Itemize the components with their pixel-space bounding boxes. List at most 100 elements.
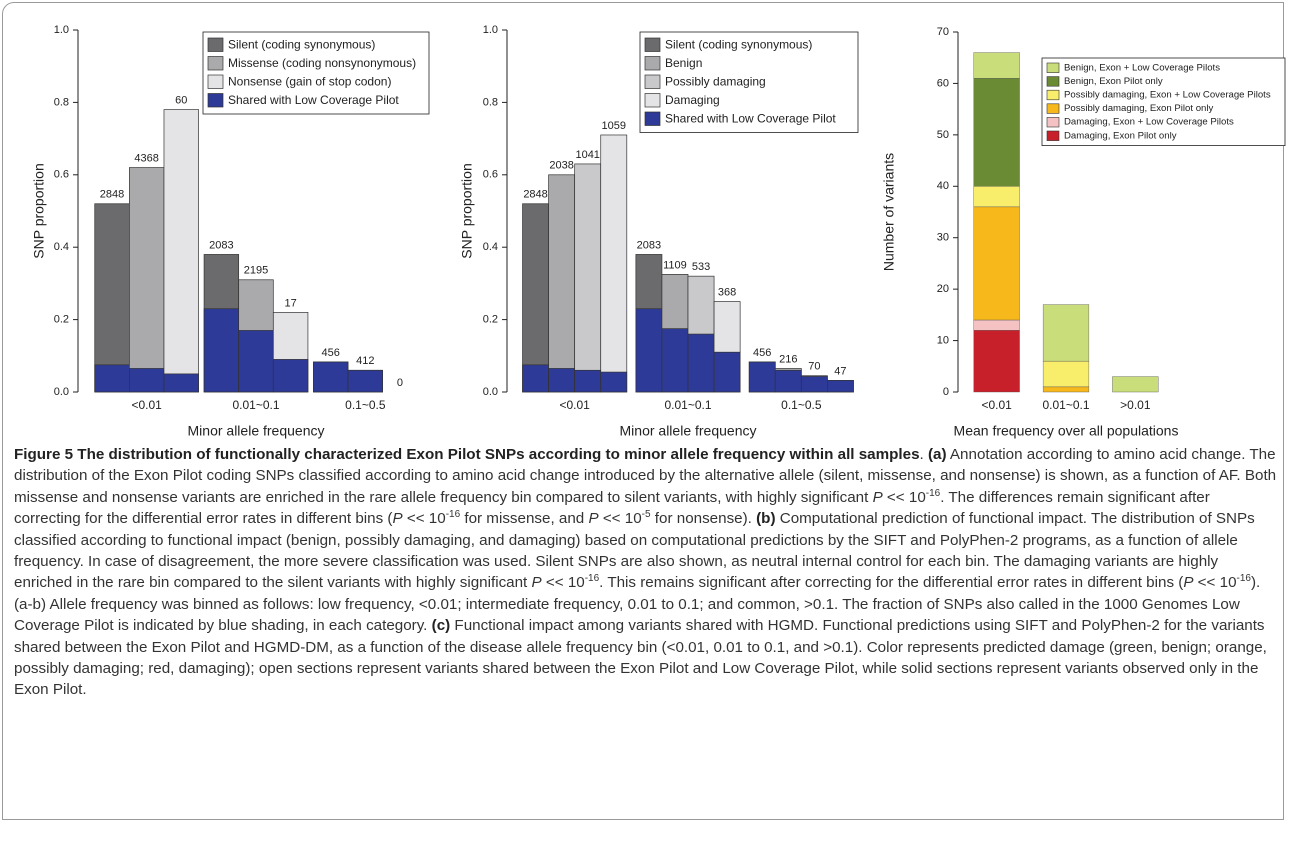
legend-label: Silent (coding synonymous) (228, 37, 375, 51)
caption-bold: (b) (756, 510, 776, 528)
y-tick-label: 0.6 (54, 169, 69, 181)
caption-plain: for nonsense). (650, 510, 757, 528)
shared-bar (94, 364, 130, 393)
legend-label: Possibly damaging, Exon Pilot only (1064, 103, 1214, 114)
legend-box (1041, 57, 1286, 146)
y-tick-label: 30 (937, 232, 949, 244)
bar (548, 174, 576, 393)
shared-bar (748, 361, 776, 393)
caption-plain: for missense, and (460, 510, 589, 528)
legend-box (202, 31, 430, 115)
legend-swatch (644, 74, 661, 89)
bar (600, 134, 628, 393)
bar (574, 163, 602, 393)
x-tick-label: <0.01 (981, 398, 1012, 412)
y-tick-label: 1.0 (483, 24, 498, 36)
legend-swatch (1046, 103, 1060, 114)
figure-frame (2, 2, 1284, 820)
legend-label: Nonsense (gain of stop codon) (228, 74, 391, 88)
x-tick-label: <0.01 (131, 398, 162, 412)
count-label: 17 (284, 297, 296, 309)
count-label: 1109 (663, 259, 687, 271)
caption-plain: << 10 (541, 574, 585, 592)
legend-label: Possibly damaging, Exon + Low Coverage P… (1064, 90, 1271, 101)
legend-swatch (1046, 62, 1060, 73)
y-tick-label: 0.4 (483, 241, 498, 253)
x-tick-label: <0.01 (559, 398, 590, 412)
y-tick-label: 70 (937, 26, 949, 38)
bar-segment (1042, 360, 1090, 388)
legend-box (639, 31, 859, 133)
caption-italic: P (1183, 574, 1194, 592)
legend-swatch (644, 56, 661, 71)
count-label: 2083 (637, 239, 661, 251)
count-label: 1059 (602, 120, 626, 132)
count-label: 2038 (549, 160, 573, 172)
legend-swatch (1046, 130, 1060, 141)
legend-label: Possibly damaging (665, 74, 766, 88)
y-tick-label: 20 (937, 283, 949, 295)
legend-label: Benign, Exon + Low Coverage Pilots (1064, 62, 1220, 73)
x-tick-label: 0.01~0.1 (232, 398, 279, 412)
shared-bar (522, 364, 549, 393)
count-label: 47 (834, 365, 846, 377)
shared-bar (800, 376, 828, 393)
caption-sup: -16 (925, 487, 941, 499)
shared-bar (238, 330, 274, 393)
bar (129, 167, 165, 393)
shared-bar (347, 369, 383, 393)
y-tick-label: 0.0 (54, 386, 69, 398)
x-tick-label: >0.01 (1120, 398, 1151, 412)
legend-label: Benign, Exon Pilot only (1064, 76, 1163, 87)
y-tick-label: 0.6 (483, 169, 498, 181)
legend-label: Missense (coding nonsynonymous) (228, 56, 416, 70)
legend-swatch (207, 56, 224, 71)
caption-plain: << 10 (1193, 574, 1237, 592)
shared-bar (774, 369, 802, 393)
legend-swatch (207, 37, 224, 52)
count-label: 70 (808, 361, 820, 373)
shared-bar (827, 380, 854, 393)
count-label: 1041 (575, 149, 599, 161)
count-label: 2848 (523, 189, 547, 201)
legend-swatch (1046, 117, 1060, 128)
shared-bar (129, 368, 165, 393)
bar-segment (973, 78, 1020, 187)
caption-plain: << 10 (882, 488, 926, 506)
legend-swatch (644, 111, 661, 126)
caption: Figure 5 The distribution of functionall… (14, 444, 1278, 701)
legend-swatch (1046, 76, 1060, 87)
count-label: 2195 (244, 265, 268, 277)
caption-bold: (a) (927, 446, 947, 463)
bar-segment (1042, 386, 1090, 393)
shared-bar (574, 369, 602, 393)
y-tick-label: 0.4 (54, 241, 69, 253)
y-axis-label: Number of variants (881, 153, 897, 271)
bar-segment (973, 186, 1020, 208)
legend-label: Damaging, Exon + Low Coverage Pilots (1064, 117, 1234, 128)
caption-italic: P (392, 510, 403, 528)
x-tick-label: 0.01~0.1 (1042, 398, 1089, 412)
count-label: 60 (175, 95, 187, 107)
shared-bar (272, 359, 309, 393)
shared-bar (687, 333, 715, 393)
y-tick-label: 10 (937, 334, 949, 346)
y-tick-label: 1.0 (54, 24, 69, 36)
caption-plain: << 10 (598, 510, 642, 528)
x-tick-label: 0.01~0.1 (664, 398, 711, 412)
caption-plain: . (919, 446, 928, 463)
charts: 0.0 0.2 0.4 0.6 0.8 1.0 SNP proportion Minor al… (31, 24, 1286, 439)
legend-label: Shared with Low Coverage Pilot (228, 93, 399, 107)
y-axis-label: SNP proportion (459, 163, 475, 258)
caption-sup: -16 (445, 509, 461, 521)
legend-label: Damaging, Exon Pilot only (1064, 130, 1177, 141)
y-tick-label: 0.0 (483, 386, 498, 398)
y-tick-label: 60 (937, 77, 949, 89)
bar (522, 203, 549, 393)
x-tick-label: 0.1~0.5 (781, 398, 822, 412)
count-label: 456 (753, 347, 771, 359)
legend-swatch (644, 93, 661, 108)
y-tick-label: 0 (943, 386, 949, 398)
y-tick-label: 0.8 (54, 96, 69, 108)
